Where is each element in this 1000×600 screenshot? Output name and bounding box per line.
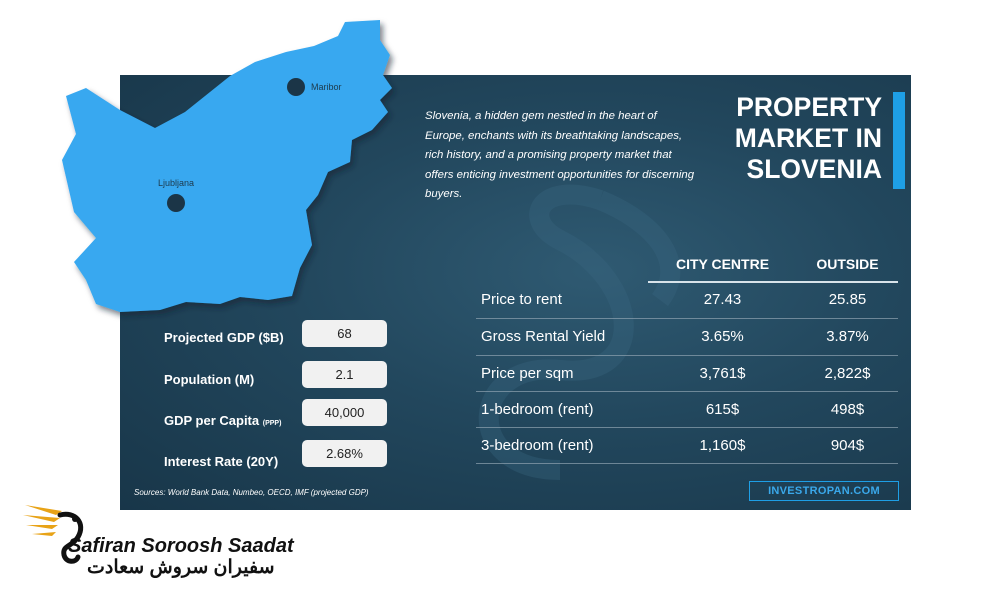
- title-line-3: SLOVENIA: [746, 154, 882, 184]
- stat-value-box: 2.68%: [302, 440, 387, 467]
- sources-note: Sources: World Bank Data, Numbeo, OECD, …: [134, 488, 369, 497]
- outside-value: 498$: [830, 401, 865, 418]
- row-divider: [476, 355, 898, 356]
- title-line-2: MARKET IN: [734, 123, 882, 153]
- outside-value: 2,822$: [824, 365, 871, 382]
- row-label: Price to rent: [481, 291, 562, 308]
- row-label: 1-bedroom (rent): [481, 401, 594, 418]
- stat-value-box: 40,000: [302, 399, 387, 426]
- brand-name-english: Safiran Soroosh Saadat: [68, 535, 294, 557]
- title-accent-bar: [893, 92, 905, 189]
- stat-label: Interest Rate (20Y): [164, 454, 279, 469]
- column-header-city-centre: CITY CENTRE: [675, 256, 770, 272]
- row-label: 3-bedroom (rent): [481, 437, 594, 454]
- header-divider: [648, 281, 898, 283]
- stat-value-box: 68: [302, 320, 387, 347]
- page-title: PROPERTY MARKET IN SLOVENIA: [700, 92, 882, 185]
- outside-value: 904$: [830, 437, 865, 454]
- row-divider: [476, 427, 898, 428]
- ljubljana-dot: [167, 194, 185, 212]
- row-label: Gross Rental Yield: [481, 328, 606, 345]
- row-label: Price per sqm: [481, 365, 574, 382]
- maribor-dot: [287, 78, 305, 96]
- maribor-label: Maribor: [311, 82, 342, 92]
- row-divider: [476, 391, 898, 392]
- website-link[interactable]: INVESTROPAN.COM: [749, 481, 899, 501]
- column-header-outside: OUTSIDE: [816, 256, 879, 272]
- stat-label: Population (M): [164, 372, 255, 387]
- city-centre-value: 3.65%: [701, 328, 744, 345]
- outside-value: 25.85: [828, 291, 867, 308]
- stat-value-box: 2.1: [302, 361, 387, 388]
- row-divider: [476, 463, 898, 464]
- row-divider: [476, 318, 898, 319]
- brand-name-persian: سفیران سروش سعادت: [87, 557, 275, 578]
- title-line-1: PROPERTY: [736, 92, 882, 122]
- outside-value: 3.87%: [826, 328, 869, 345]
- eagle-logo-icon: [23, 505, 84, 564]
- intro-text: Slovenia, a hidden gem nestled in the he…: [425, 110, 695, 200]
- stat-label: GDP per Capita (PPP): [164, 413, 282, 428]
- city-centre-value: 3,761$: [699, 365, 746, 382]
- ljubljana-label: Ljubljana: [158, 178, 195, 188]
- city-centre-value: 615$: [705, 401, 740, 418]
- city-centre-value: 27.43: [703, 291, 742, 308]
- stat-label: Projected GDP ($B): [164, 330, 284, 345]
- city-centre-value: 1,160$: [699, 437, 746, 454]
